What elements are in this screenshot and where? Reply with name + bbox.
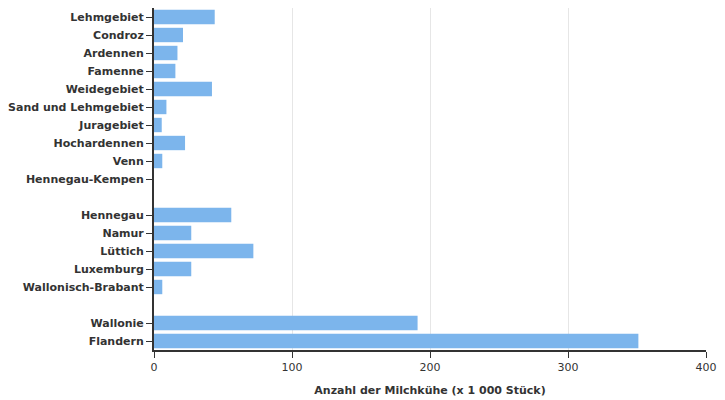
svg-text:200: 200 (420, 361, 441, 374)
svg-text:Hennegau: Hennegau (81, 209, 144, 222)
svg-text:Hennegau-Kempen: Hennegau-Kempen (26, 173, 144, 186)
svg-text:Flandern: Flandern (89, 335, 144, 348)
svg-text:Juragebiet: Juragebiet (78, 119, 143, 132)
svg-text:100: 100 (282, 361, 303, 374)
svg-text:0: 0 (151, 361, 158, 374)
svg-text:Wallonisch-Brabant: Wallonisch-Brabant (23, 281, 144, 294)
svg-text:Lüttich: Lüttich (100, 245, 143, 258)
svg-text:Lehmgebiet: Lehmgebiet (70, 11, 143, 24)
svg-text:Namur: Namur (102, 227, 144, 240)
svg-text:Venn: Venn (113, 155, 144, 168)
svg-text:Hochardennen: Hochardennen (54, 137, 144, 150)
svg-text:Anzahl der Milchkühe (x 1 000: Anzahl der Milchkühe (x 1 000 Stück) (314, 384, 545, 397)
svg-text:400: 400 (696, 361, 717, 374)
svg-text:Wallonie: Wallonie (90, 317, 143, 330)
svg-text:Luxemburg: Luxemburg (74, 263, 144, 276)
svg-text:Ardennen: Ardennen (84, 47, 144, 60)
svg-text:Sand und Lehmgebiet: Sand und Lehmgebiet (8, 101, 144, 114)
svg-text:Weidegebiet: Weidegebiet (66, 83, 144, 96)
svg-text:Condroz: Condroz (93, 29, 144, 42)
svg-text:Famenne: Famenne (87, 65, 143, 78)
svg-text:300: 300 (558, 361, 579, 374)
